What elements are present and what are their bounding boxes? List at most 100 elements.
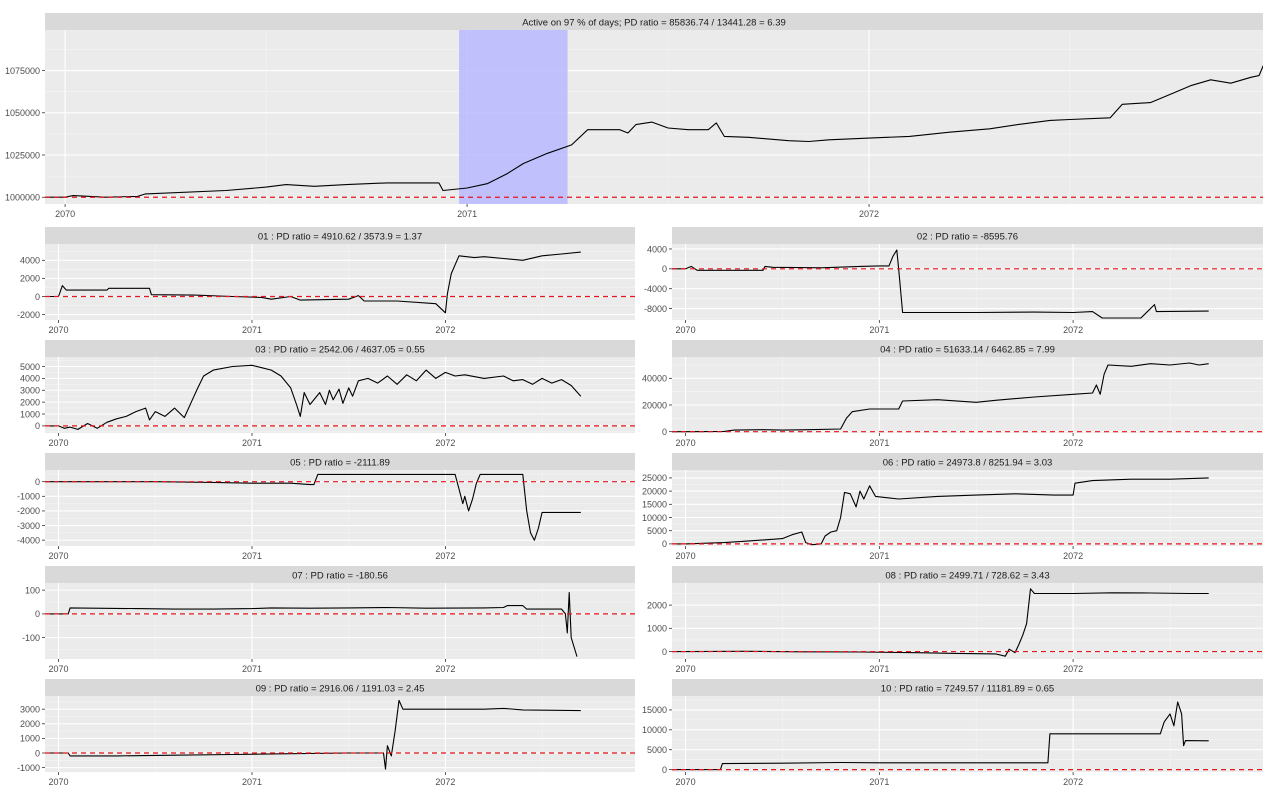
panel-p04: 04 : PD ratio = 51633.14 / 6462.85 = 7.9… [642,340,1263,448]
y-tick-label: -1000 [17,763,40,773]
x-tick-label: 2071 [869,438,889,448]
y-tick-label: 1050000 [5,108,40,118]
panel-background [45,583,635,659]
x-tick-label: 2070 [676,777,696,787]
x-tick-label: 2070 [49,438,69,448]
x-tick-label: 2070 [676,438,696,448]
y-tick-label: 40000 [642,374,667,384]
y-tick-label: 15000 [642,705,667,715]
series-line [45,699,581,770]
panel-title: 06 : PD ratio = 24973.8 / 8251.94 = 3.03 [883,458,1053,469]
series-line [672,477,1209,546]
y-tick-label: 2000 [647,600,667,610]
x-tick-label: 2072 [1063,438,1083,448]
y-tick-label: 2000 [20,397,40,407]
x-tick-label: 2071 [457,209,477,219]
y-tick-label: 3000 [20,386,40,396]
y-tick-label: 0 [662,539,667,549]
y-tick-label: 5000 [647,526,667,536]
panel-p09: 09 : PD ratio = 2916.06 / 1191.03 = 2.45… [17,679,635,787]
panel-strip [45,227,635,244]
y-tick-label: 0 [662,647,667,657]
x-tick-label: 2070 [49,664,69,674]
y-tick-label: 1000 [20,734,40,744]
series-line [45,64,1263,198]
x-tick-label: 2070 [49,325,69,335]
x-tick-label: 2070 [49,551,69,561]
x-tick-label: 2072 [435,325,455,335]
y-tick-label: 0 [662,264,667,274]
panel-strip [45,453,635,470]
x-tick-label: 2071 [242,438,262,448]
panel-background [672,696,1263,772]
x-tick-label: 2071 [869,664,889,674]
y-tick-label: 0 [662,427,667,437]
panel-p02: 02 : PD ratio = -8595.76 -8000 -4000 0 4000 2… [644,227,1263,335]
y-tick-label: 4000 [20,374,40,384]
y-tick-label: 15000 [642,500,667,510]
y-tick-label: 10000 [642,513,667,523]
x-tick-label: 2070 [676,551,696,561]
panel-strip [45,340,635,357]
y-tick-label: 2000 [20,719,40,729]
y-tick-label: 25000 [642,473,667,483]
x-tick-label: 2072 [435,664,455,674]
y-tick-label: -3000 [17,521,40,531]
y-tick-label: -100 [22,633,40,643]
y-tick-label: 4000 [20,256,40,266]
panel-title: 10 : PD ratio = 7249.57 / 11181.89 = 0.6… [881,684,1054,695]
panel-strip [672,679,1263,696]
x-tick-label: 2070 [49,777,69,787]
panel-title: 02 : PD ratio = -8595.76 [917,232,1018,243]
panel-strip [45,679,635,696]
panel-background [672,357,1263,433]
y-tick-label: 20000 [642,400,667,410]
y-tick-label: -4000 [644,284,667,294]
y-tick-label: 0 [35,421,40,431]
panel-strip [45,566,635,583]
x-tick-label: 2071 [242,664,262,674]
x-tick-label: 2072 [435,551,455,561]
x-tick-label: 2071 [242,325,262,335]
series-line [45,591,578,657]
panel-p05: 05 : PD ratio = -2111.89 -4000 -3000 -2000 -… [17,453,635,561]
x-tick-label: 2071 [242,551,262,561]
panel-strip [45,13,1263,30]
y-tick-label: 1000000 [5,193,40,203]
panel-strip [672,453,1263,470]
y-tick-label: -1000 [17,492,40,502]
series-line [45,364,582,430]
panel-title: 04 : PD ratio = 51633.14 / 6462.85 = 7.9… [880,345,1055,356]
y-tick-label: 1025000 [5,150,40,160]
panel-p08: 08 : PD ratio = 2499.71 / 728.62 = 3.43 0… [647,566,1263,674]
series-line [45,251,581,314]
panel-title: Active on 97 % of days; PD ratio = 85836… [522,18,786,29]
panel-title: 09 : PD ratio = 2916.06 / 1191.03 = 2.45 [256,684,425,695]
panel-strip [672,227,1263,244]
series-line [45,473,581,541]
y-tick-label: -8000 [644,304,667,314]
y-tick-label: 0 [35,477,40,487]
x-tick-label: 2070 [55,209,75,219]
panel-background [672,583,1263,659]
panel-strip [672,340,1263,357]
y-tick-label: 1000 [20,409,40,419]
panel-strip [672,566,1263,583]
y-tick-label: 2000 [20,274,40,284]
x-tick-label: 2071 [869,551,889,561]
panel-main: Active on 97 % of days; PD ratio = 85836… [5,13,1263,219]
x-tick-label: 2072 [1063,325,1083,335]
y-tick-label: 3000 [20,704,40,714]
y-tick-label: 5000 [647,745,667,755]
x-tick-label: 2070 [676,664,696,674]
series-line [672,701,1209,771]
y-tick-label: 0 [35,292,40,302]
x-tick-label: 2072 [1063,777,1083,787]
panel-title: 07 : PD ratio = -180.56 [292,571,388,582]
y-tick-label: 5000 [20,362,40,372]
x-tick-label: 2071 [242,777,262,787]
x-tick-label: 2071 [869,777,889,787]
y-tick-label: -2000 [17,310,40,320]
y-tick-label: 1075000 [5,66,40,76]
